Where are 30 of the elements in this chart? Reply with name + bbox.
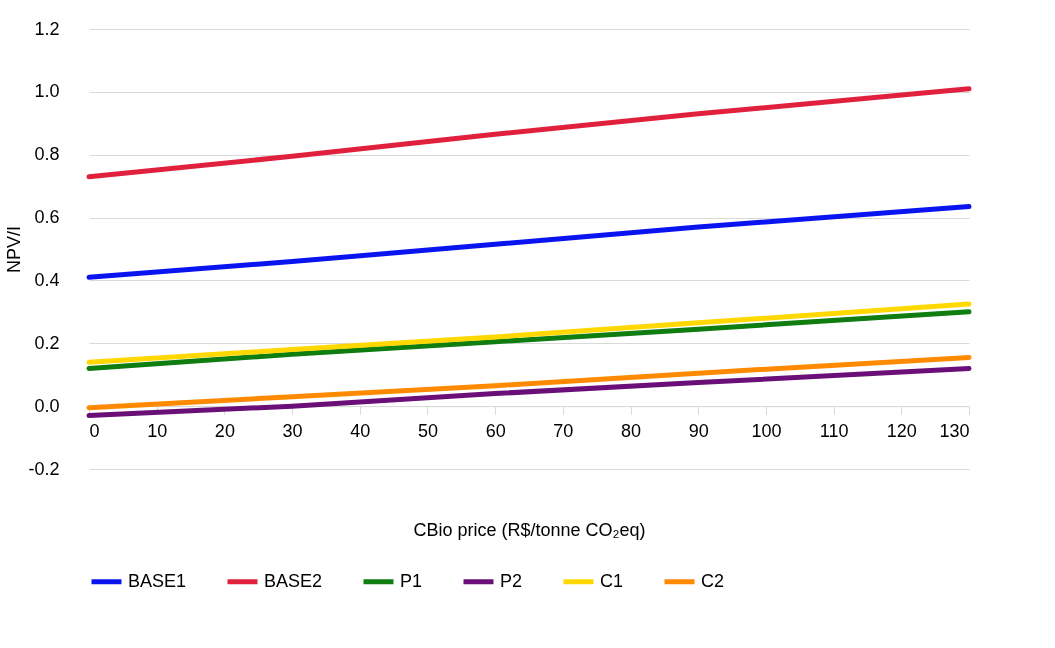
x-tick-label: 130 bbox=[939, 420, 970, 441]
legend-label: C2 bbox=[701, 570, 725, 591]
x-tick-label: 100 bbox=[751, 420, 782, 441]
y-tick-label: -0.2 bbox=[28, 458, 60, 479]
legend-label: C1 bbox=[600, 570, 624, 591]
x-tick-label: 0 bbox=[89, 420, 100, 441]
y-tick-label: 1.0 bbox=[34, 81, 60, 102]
y-tick-label: 0.8 bbox=[34, 144, 60, 165]
x-tick-label: 30 bbox=[282, 420, 303, 441]
y-tick-label: 0.0 bbox=[34, 395, 60, 416]
y-axis-title: NPV/I bbox=[4, 225, 25, 274]
legend-label: P1 bbox=[400, 570, 423, 591]
legend-label: BASE1 bbox=[128, 570, 187, 591]
y-tick-label: 0.6 bbox=[34, 207, 60, 228]
x-tick-label: 110 bbox=[819, 420, 849, 441]
legend-label: BASE2 bbox=[264, 570, 323, 591]
x-tick-label: 60 bbox=[485, 420, 506, 441]
x-tick-label: 50 bbox=[417, 420, 438, 441]
x-tick-label: 120 bbox=[886, 420, 917, 441]
legend-label: P2 bbox=[500, 570, 523, 591]
x-tick-label: 70 bbox=[553, 420, 574, 441]
x-tick-label: 20 bbox=[214, 420, 235, 441]
x-tick-label: 10 bbox=[147, 420, 168, 441]
y-tick-label: 1.2 bbox=[34, 18, 60, 39]
x-tick-label: 80 bbox=[621, 420, 642, 441]
y-tick-label: 0.2 bbox=[34, 332, 60, 353]
x-tick-label: 90 bbox=[688, 420, 709, 441]
y-tick-label: 0.4 bbox=[34, 269, 60, 290]
x-axis-title: CBio price (R$/tonne CO₂eq) bbox=[413, 519, 646, 540]
x-tick-label: 40 bbox=[350, 420, 371, 441]
